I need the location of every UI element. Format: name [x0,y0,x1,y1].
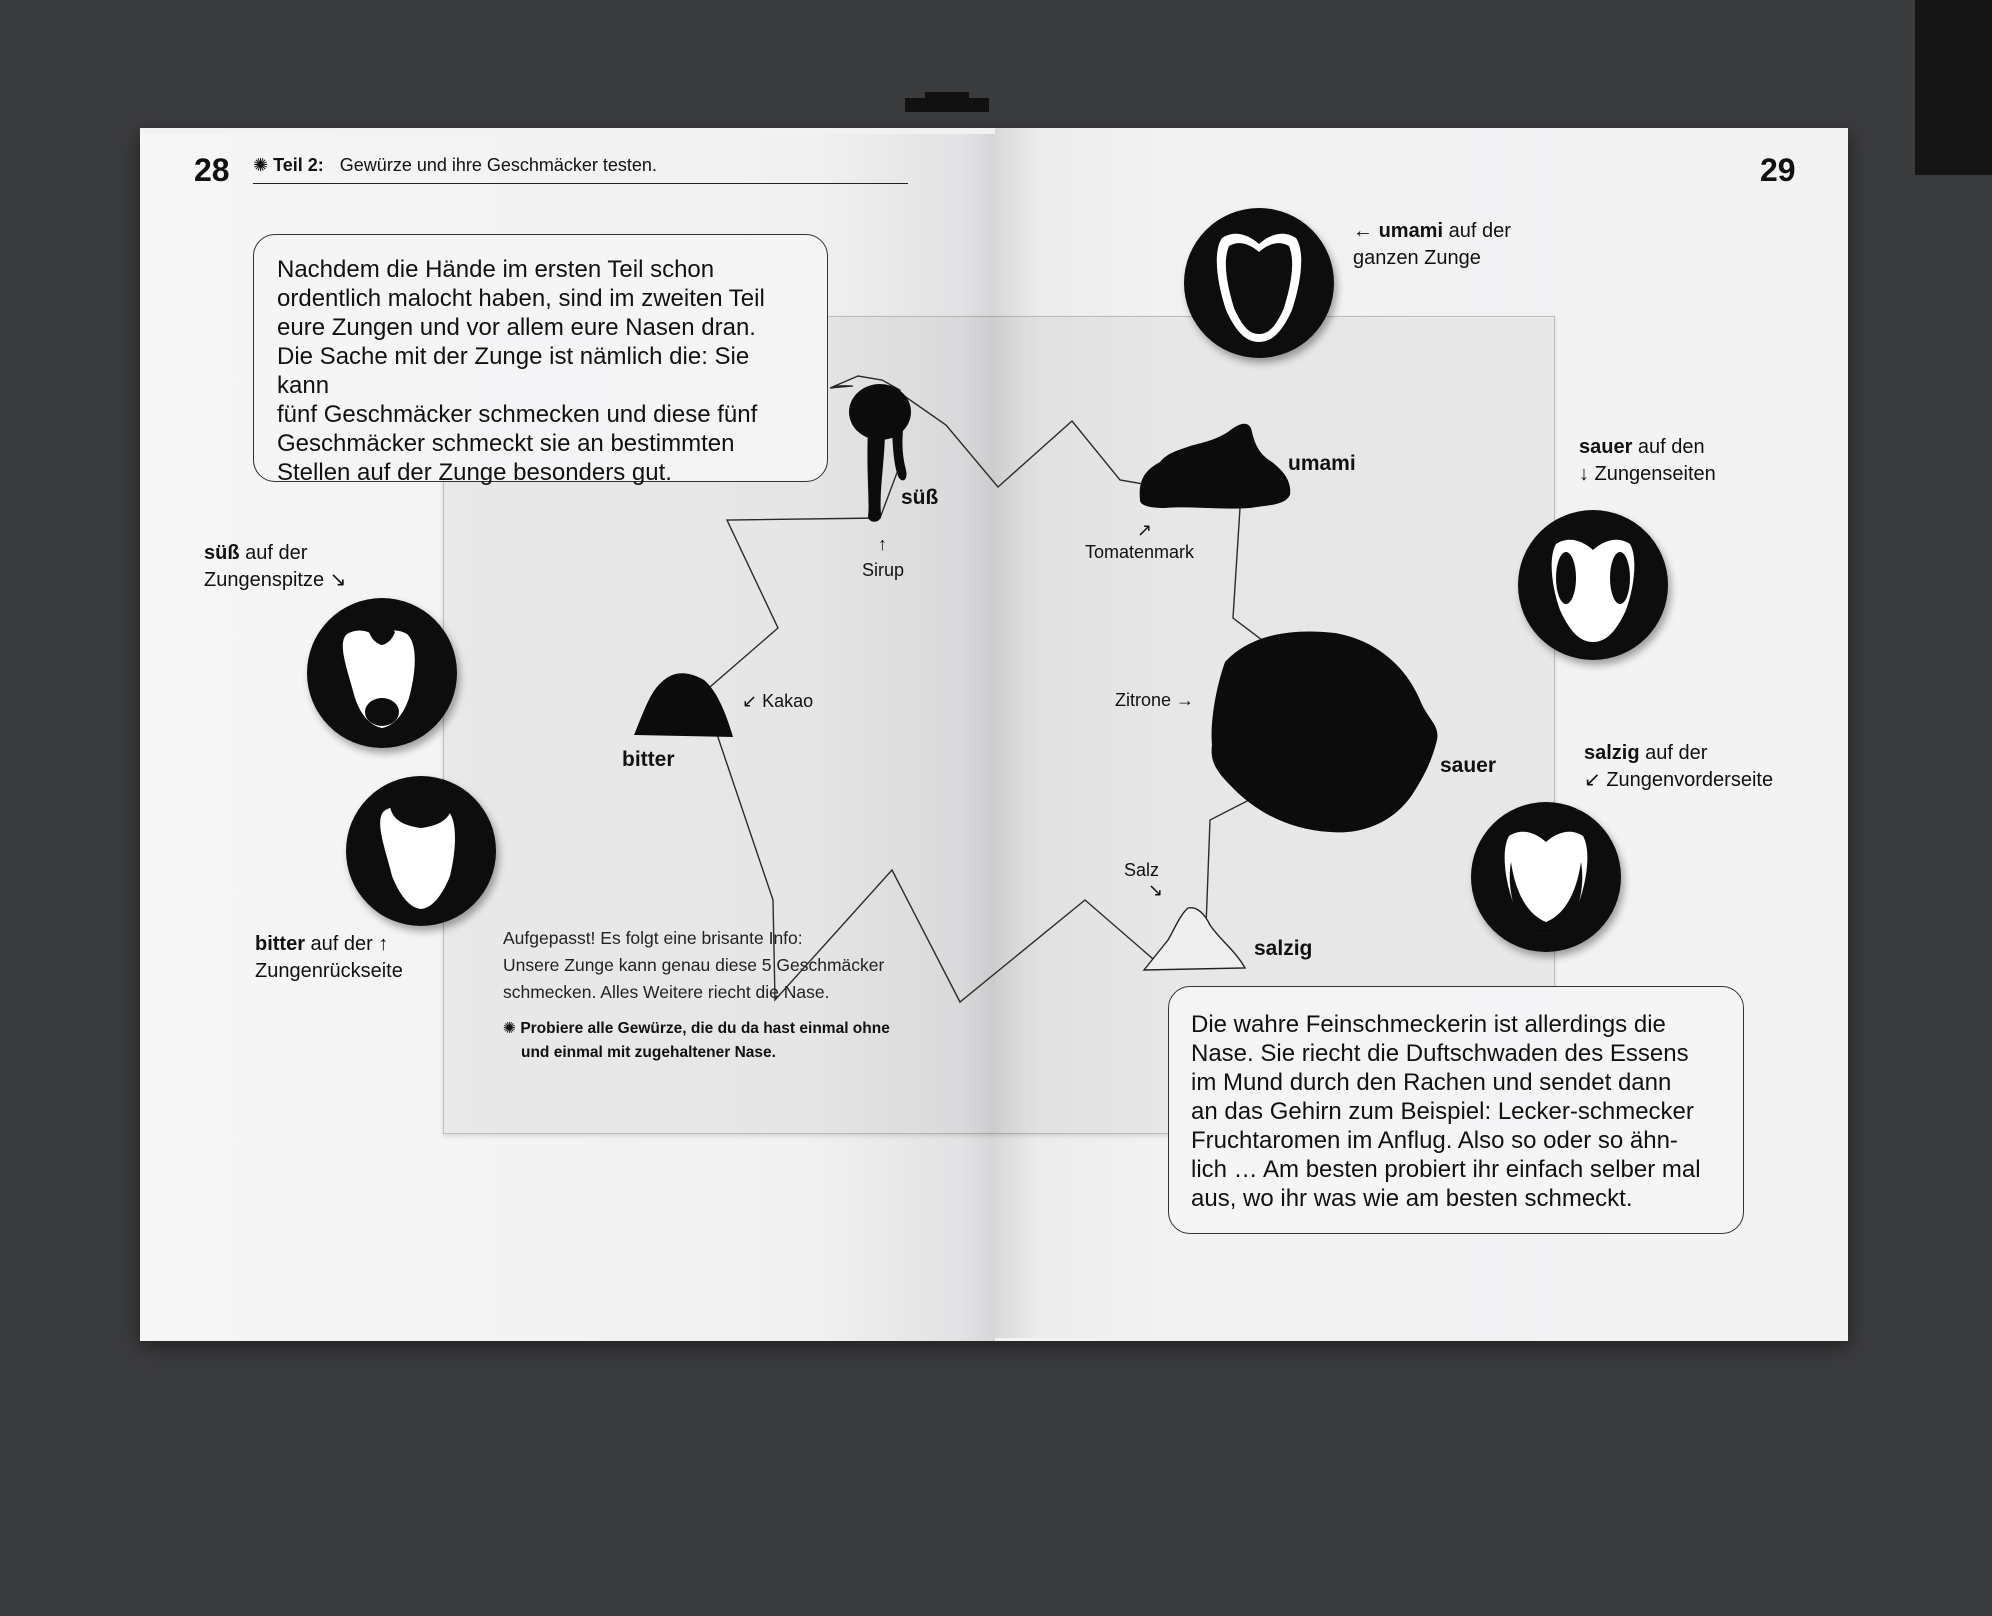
label-rest: auf der [1443,220,1511,242]
intro-line: Nachdem die Hände im ersten Teil schon [277,256,715,283]
intro-line: Die Sache mit der Zunge ist nämlich die:… [277,343,750,399]
label-bold: bitter [255,933,305,955]
kakao-silhouette [634,673,733,737]
label-rest: auf den [1632,436,1705,458]
pixel-decoration-top-2 [925,92,969,100]
label-rest: auf der [239,542,308,564]
header-rule [253,183,908,184]
label-rest: auf der ↑ [305,933,389,955]
note-line: Unsere Zunge kann genau diese 5 Geschmäc… [503,955,885,975]
intro-line: fünf Geschmäcker schmecken und diese fün… [277,401,758,428]
tongue-salzig-icon [1471,802,1621,952]
label-sauer-zungenseiten: sauer auf den ↓ Zungenseiten [1579,434,1716,488]
star-icon: ✺ [503,1020,516,1037]
label-rest: auf der [1639,742,1708,764]
label-bold: umami [1378,220,1444,242]
tongue-sauer-icon [1518,510,1668,660]
note-line: schmecken. Alles Weitere riecht die Nase… [503,982,830,1002]
sirup-silhouette [849,384,911,522]
part-label: Teil 2: [273,155,324,175]
label-suess-zungenspitze: süß auf der Zungenspitze ↘ [204,540,346,594]
outro-line: Die wahre Feinschmeckerin ist allerdings… [1191,1011,1666,1038]
outro-line: Fruchtaromen im Anflug. Also so oder so … [1191,1127,1678,1154]
tip-note: ✺ Probiere alle Gewürze, die du da hast … [503,1017,923,1065]
info-note: Aufgepasst! Es folgt eine brisante Info:… [503,925,923,1006]
map-item-tomatenmark: Tomatenmark [1085,542,1195,562]
map-arrow-upright-icon: ↗ [1137,520,1153,540]
outro-line: im Mund durch den Rachen und sendet dann [1191,1069,1672,1096]
map-arrow-downright-icon: ↘ [1148,880,1164,900]
map-arrow-up-icon: ↑ [878,534,887,554]
map-taste-umami: umami [1288,452,1356,475]
intro-line: Stellen auf der Zunge besonders gut. [277,459,672,486]
map-taste-suess: süß [901,486,939,509]
tomatenmark-silhouette [1139,423,1291,509]
label-line2: Zungenrückseite [255,960,403,982]
intro-line: Geschmäcker schmeckt sie an bestimmten [277,430,735,457]
label-bold: salzig [1584,742,1640,764]
intro-text-box: Nachdem die Hände im ersten Teil schon o… [253,234,828,486]
outro-line: aus, wo ihr was wie am besten schmeckt. [1191,1185,1633,1212]
tongue-suess-icon [307,598,457,748]
map-item-zitrone: Zitrone → [1115,690,1195,710]
label-bitter-zungenrueckseite: bitter auf der ↑ Zungenrückseite [255,931,403,985]
map-taste-sauer: sauer [1440,754,1497,777]
pixel-decoration-top [905,98,989,112]
label-line2: ganzen Zunge [1353,247,1481,269]
section-header: ✺ Teil 2: Gewürze und ihre Geschmäcker te… [253,155,657,176]
label-bold: süß [204,542,240,564]
label-line2: ↙ Zungenvorderseite [1584,769,1774,791]
page-number-left: 28 [194,152,230,188]
label-line2: Zungenspitze ↘ [204,569,347,591]
label-salzig-zungenvorderseite: salzig auf der ↙ Zungenvorderseite [1584,740,1773,794]
zitrone-silhouette [1211,631,1438,833]
map-item-sirup: Sirup [862,560,905,580]
pixel-decoration-corner [1915,0,1992,175]
map-item-kakao: ↙ Kakao [742,691,814,711]
outro-text-box: Die wahre Feinschmeckerin ist allerdings… [1168,986,1744,1234]
map-taste-bitter: bitter [622,748,675,771]
tongue-bitter-icon [346,776,496,926]
label-bold: sauer [1579,436,1633,458]
note-line: Aufgepasst! Es folgt eine brisante Info: [503,928,803,948]
map-item-salz: Salz [1124,860,1160,880]
arrow-left-icon: ← [1353,220,1379,242]
section-title: Gewürze und ihre Geschmäcker testen. [339,155,657,175]
tip-line: und einmal mit zugehaltener Nase. [521,1044,776,1061]
tongue-umami-icon [1184,208,1334,358]
label-umami-ganze-zunge: ← umami auf der ganzen Zunge [1353,218,1511,272]
star-icon: ✺ [253,155,269,175]
outro-line: lich … Am besten probiert ihr einfach se… [1191,1156,1701,1183]
outro-line: an das Gehirn zum Beispiel: Lecker-schme… [1191,1098,1694,1125]
intro-line: ordentlich malocht haben, sind im zweite… [277,285,765,312]
page-number-right: 29 [1760,152,1796,188]
map-taste-salzig: salzig [1254,937,1313,960]
intro-line: eure Zungen und vor allem eure Nasen dra… [277,314,756,341]
outro-line: Nase. Sie riecht die Duftschwaden des Es… [1191,1040,1689,1067]
tip-line: Probiere alle Gewürze, die du da hast ei… [520,1020,890,1037]
salz-silhouette [1142,907,1247,971]
label-line2: ↓ Zungenseiten [1579,463,1716,485]
